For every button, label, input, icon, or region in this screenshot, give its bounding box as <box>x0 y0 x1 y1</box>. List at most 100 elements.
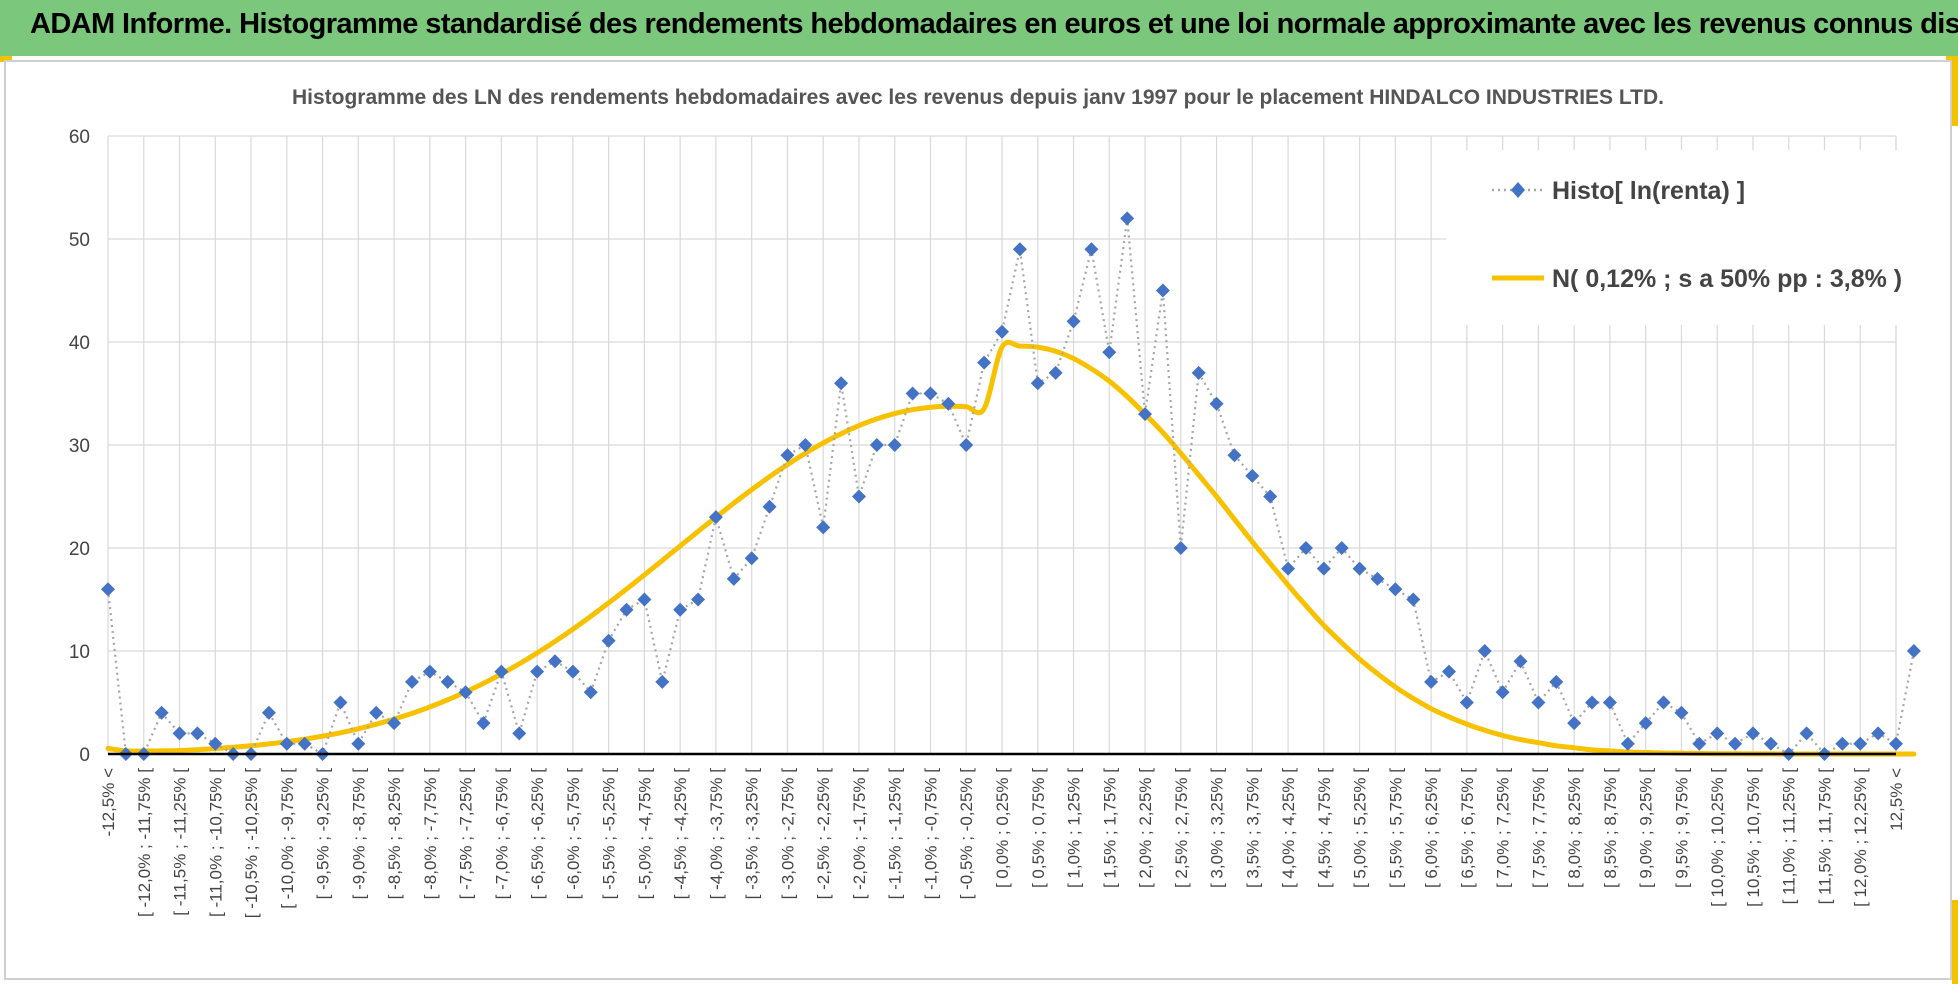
x-tick-label: [ 8,0% ; 8,25% [ <box>1565 768 1584 888</box>
histo-point <box>154 705 169 720</box>
y-tick-label: 50 <box>69 230 90 251</box>
normal-curve-line <box>105 339 1917 757</box>
histo-point <box>583 685 598 700</box>
header-banner: ADAM Informe. Histogramme standardisé de… <box>0 0 1958 56</box>
histo-point <box>1477 644 1492 658</box>
histo-point <box>691 592 706 607</box>
y-axis-labels: 0 10 20 30 40 50 60 <box>69 127 90 766</box>
histo-point <box>172 726 187 741</box>
x-tick-label: [ -2,0% ; -1,75% [ <box>850 768 869 900</box>
x-tick-label: [ 9,5% ; 9,75% [ <box>1672 768 1691 888</box>
histo-point <box>1674 705 1689 720</box>
x-tick-label: [ 8,5% ; 8,75% [ <box>1601 768 1620 888</box>
x-tick-label: [ 11,0% ; 11,25% [ <box>1780 768 1799 905</box>
histo-point <box>1352 561 1367 576</box>
x-tick-label: [ 4,5% ; 4,75% [ <box>1315 768 1334 888</box>
legend-histo-label: Histo[ ln(renta) ] <box>1552 177 1745 205</box>
histo-point <box>905 386 920 401</box>
x-tick-label: [ -7,0% ; -6,75% [ <box>492 768 511 900</box>
histo-point <box>1191 365 1206 380</box>
x-tick-label: [ -9,0% ; -8,75% [ <box>349 768 368 900</box>
report-title: ADAM Informe. Histogramme standardisé de… <box>30 8 1958 40</box>
histo-point <box>1066 314 1081 329</box>
histo-point <box>816 520 831 535</box>
histo-point <box>494 664 509 679</box>
x-tick-label: [ -5,0% ; -4,75% [ <box>635 768 654 900</box>
x-tick-label: [ 3,0% ; 3,25% [ <box>1208 768 1227 888</box>
histo-point <box>369 705 384 720</box>
legend-histo-marker <box>1511 182 1525 198</box>
histo-point <box>1585 695 1600 710</box>
histo-point <box>1334 541 1349 555</box>
histo-point <box>619 602 634 617</box>
x-tick-label: [ 10,0% ; 10,25% [ <box>1708 768 1727 907</box>
histo-point <box>995 324 1009 339</box>
histogram-layer <box>101 211 1921 761</box>
y-tick-label: 20 <box>69 539 90 560</box>
histo-point <box>601 633 616 648</box>
y-tick-label: 40 <box>69 333 90 354</box>
accent-edge-right-bottom <box>1952 900 1958 984</box>
histo-point <box>548 654 562 669</box>
histo-point <box>1155 283 1170 298</box>
x-tick-label: [ 9,0% ; 9,25% [ <box>1637 768 1656 888</box>
histo-point <box>1620 736 1635 751</box>
histo-point <box>1638 716 1653 731</box>
histo-point <box>1799 726 1814 741</box>
x-tick-label: [ 0,5% ; 0,75% [ <box>1029 768 1048 888</box>
histo-point <box>333 695 348 710</box>
x-axis-labels: -12,5% < [ -12,0% ; -11,75% [[ -11,5% ; -… <box>99 768 1906 919</box>
histo-point <box>1871 726 1886 741</box>
histo-point <box>1138 407 1153 422</box>
histo-point <box>977 355 992 370</box>
x-tick-label: [ -11,5% ; -11,25% [ <box>171 768 190 916</box>
histo-point <box>1316 561 1331 576</box>
x-tick-label: [ -0,5% ; -0,25% [ <box>957 768 976 900</box>
x-tick-label: [ 7,5% ; 7,75% [ <box>1529 768 1548 888</box>
histo-point <box>512 726 527 741</box>
x-tick-label: [ -1,0% ; -0,75% [ <box>922 768 941 900</box>
x-tick-label: [ -6,5% ; -6,25% [ <box>528 768 547 900</box>
histo-point <box>440 674 455 689</box>
histo-point <box>869 438 884 452</box>
histo-point <box>1763 736 1778 751</box>
normal-curve-layer <box>105 339 1917 757</box>
x-tick-label: [ -10,0% ; -9,75% [ <box>278 768 297 909</box>
histo-point <box>1459 695 1474 710</box>
x-tick-label: [ -11,0% ; -10,75% [ <box>206 768 225 917</box>
histo-point <box>387 716 402 731</box>
x-tick-label: [ 1,0% ; 1,25% [ <box>1065 768 1084 888</box>
histo-point <box>1030 376 1045 391</box>
histo-point <box>1442 664 1456 679</box>
x-tick-label: [ 7,0% ; 7,25% [ <box>1494 768 1513 888</box>
histo-point <box>1012 242 1027 257</box>
histo-point <box>1406 592 1421 607</box>
histo-point <box>1602 695 1617 710</box>
histo-point <box>1173 541 1188 555</box>
x-tick-label: [ 3,5% ; 3,75% [ <box>1243 768 1262 888</box>
x-tick-label: [ -9,5% ; -9,25% [ <box>314 768 333 900</box>
histo-point <box>1835 736 1850 751</box>
x-tick-label: [ -10,5% ; -10,25% [ <box>242 768 261 919</box>
x-tick-label: [ -5,5% ; -5,25% [ <box>600 768 619 900</box>
legend: Histo[ ln(renta) ] N( 0,12% ; s a 50% pp… <box>1446 150 1908 325</box>
histo-point <box>279 736 294 751</box>
histo-point <box>762 499 777 514</box>
histo-point <box>1120 211 1135 226</box>
histo-point <box>1745 726 1760 741</box>
histo-point <box>708 510 723 525</box>
histo-point <box>1102 345 1117 360</box>
histo-point <box>404 674 419 689</box>
x-tick-label: [ -4,0% ; -3,75% [ <box>707 768 726 900</box>
histo-point <box>530 664 545 679</box>
histo-point <box>1281 561 1296 576</box>
histo-point <box>458 685 473 700</box>
histo-point <box>637 592 652 607</box>
histo-point <box>959 438 974 452</box>
histo-point <box>834 376 849 391</box>
x-tick-label: [ -7,5% ; -7,25% [ <box>457 768 476 900</box>
histo-point <box>1495 685 1510 700</box>
histo-point <box>1549 674 1564 689</box>
histo-point <box>1513 654 1528 669</box>
histo-point <box>655 674 670 689</box>
